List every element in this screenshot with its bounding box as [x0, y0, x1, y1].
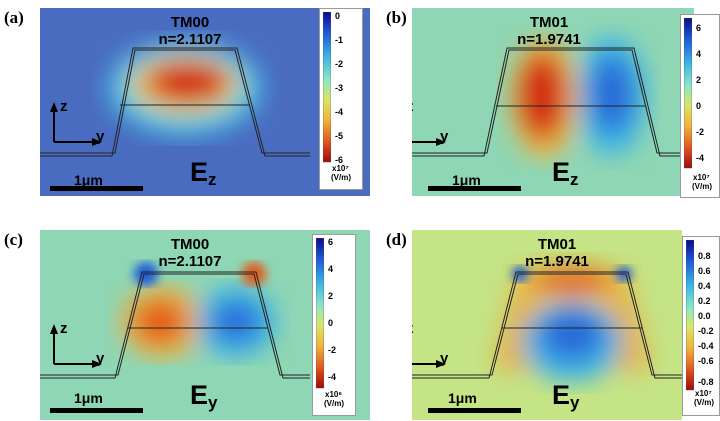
axis-indicator-b: z y: [412, 96, 464, 156]
panel-label-c: (c): [4, 230, 23, 249]
field-map-a: [40, 8, 370, 196]
y-axis-label-b: y: [440, 128, 449, 145]
axis-indicator-c: z y: [50, 318, 120, 378]
panel-label-d: (d): [386, 230, 407, 249]
axis-indicator-d: z y: [412, 318, 464, 378]
effective-index-c: n=2.1107: [158, 253, 222, 270]
effective-index-a: n=2.1107: [158, 31, 222, 48]
scale-bar-a: [50, 186, 143, 191]
colorbar-exponent-a: x10⁷: [332, 164, 349, 173]
field-component-b: Ez: [552, 157, 579, 189]
colorbar-units-c: (V/m): [324, 399, 344, 408]
field-component-d: Ey: [552, 380, 580, 412]
z-axis-label-d: z: [412, 320, 414, 337]
mode-plot-b: TM01 n=1.9741 z y Ez 1μm: [412, 8, 694, 196]
y-axis-label-d: y: [440, 350, 449, 367]
colorbar-exponent-d: x10⁷: [695, 389, 712, 398]
field-map-d: [412, 230, 682, 420]
colorbar-b: 6 4 2 0 -2 -4 x10⁷ (V/m): [680, 14, 720, 198]
colorbar-exponent-b: x10⁷: [693, 173, 710, 182]
scale-bar-text-d: 1μm: [448, 390, 477, 406]
field-component-a: Ez: [190, 157, 217, 189]
colorbar-units-d: (V/m): [694, 398, 714, 407]
colorbar-c: 6 4 2 0 -2 -4 x10⁶ (V/m): [312, 234, 356, 416]
mode-name-b: TM01: [529, 14, 569, 31]
field-component-c: Ey: [190, 380, 218, 412]
z-axis-label-c: z: [60, 320, 68, 337]
axis-indicator-a: z y: [50, 96, 120, 156]
colorbar-a: 0 -1 -2 -3 -4 -5 -6 x10⁷ (V/m): [319, 8, 363, 190]
colorbar-units-b: (V/m): [692, 182, 712, 191]
y-axis-label-a: y: [96, 128, 105, 145]
scale-bar-text-c: 1μm: [74, 390, 103, 406]
effective-index-d: n=1.9741: [525, 253, 589, 270]
effective-index-b: n=1.9741: [517, 31, 581, 48]
mode-plot-a: TM00 n=2.1107 z y Ez 1μm: [40, 8, 370, 196]
colorbar-exponent-c: x10⁶: [325, 390, 343, 399]
scale-bar-b: [428, 186, 521, 191]
z-axis-label-a: z: [60, 98, 68, 115]
field-map-b: [412, 8, 694, 196]
mode-name-a: TM00: [170, 14, 210, 31]
mode-name-d: TM01: [537, 236, 577, 253]
colorbar-units-a: (V/m): [331, 173, 351, 182]
panel-label-b: (b): [386, 8, 407, 27]
scale-bar-d: [428, 408, 521, 413]
mode-plot-d: TM01 n=1.9741 z y Ey 1μm: [412, 230, 682, 420]
mode-name-c: TM00: [170, 236, 210, 253]
scale-bar-text-b: 1μm: [452, 172, 481, 188]
scale-bar-text-a: 1μm: [74, 172, 103, 188]
scale-bar-c: [50, 408, 143, 413]
y-axis-label-c: y: [96, 350, 105, 367]
colorbar-d: 0.8 0.6 0.4 0.2 0.0 -0.2 -0.4 -0.6 -0.8 …: [682, 236, 720, 416]
z-axis-label-b: z: [412, 98, 414, 115]
panel-label-a: (a): [4, 8, 24, 27]
